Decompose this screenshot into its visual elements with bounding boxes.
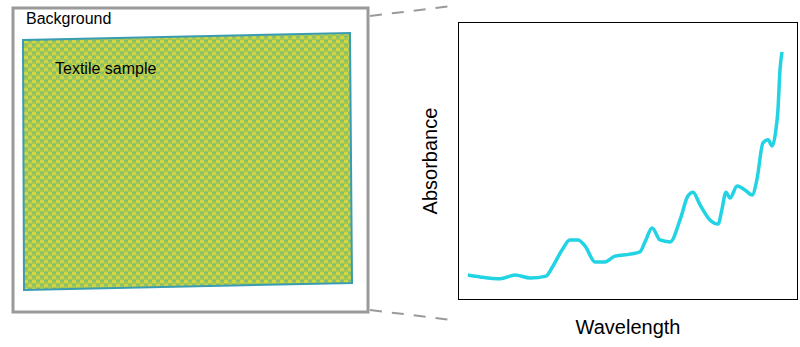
svg-text:Absorbance: Absorbance	[419, 108, 441, 215]
svg-text:Wavelength: Wavelength	[576, 316, 681, 338]
svg-text:Textile sample: Textile sample	[55, 60, 156, 77]
svg-text:Background: Background	[26, 10, 111, 27]
